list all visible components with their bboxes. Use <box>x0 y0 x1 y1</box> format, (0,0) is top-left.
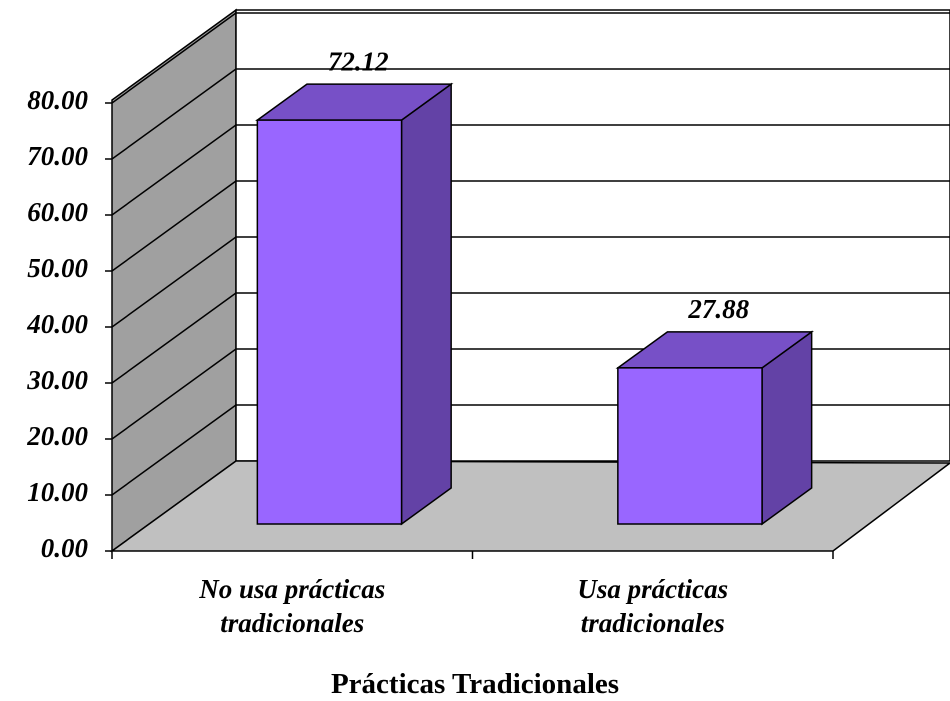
y-tick-label: 30.00 <box>26 365 88 395</box>
y-tick-label: 40.00 <box>26 309 88 339</box>
y-tick-label: 10.00 <box>27 477 88 507</box>
x-tick-label: Usa prácticas tradicionales <box>577 574 729 638</box>
bar-side <box>400 82 452 526</box>
x-tick-label: No usa prácticas tradicionales <box>199 574 386 638</box>
y-tick-label: 80.00 <box>27 85 88 115</box>
x-axis-title: Prácticas Tradicionales <box>330 668 620 700</box>
y-tick-label: 70.00 <box>27 141 88 171</box>
grid-line <box>111 12 237 104</box>
data-label: 27.88 <box>687 294 749 324</box>
floor <box>109 460 950 552</box>
grid-line <box>111 292 237 384</box>
bar <box>617 367 763 525</box>
y-tick-label: 20.00 <box>26 421 88 451</box>
bar <box>256 119 403 525</box>
grid-line <box>111 236 237 328</box>
y-tick-label: 0.00 <box>41 533 89 563</box>
y-tick-label: 50.00 <box>27 253 88 283</box>
grid-line <box>111 404 237 496</box>
grid-line <box>111 348 237 440</box>
grid-line <box>111 180 237 272</box>
grid-line <box>111 124 237 216</box>
data-label: 72.12 <box>328 46 389 76</box>
grid-line <box>111 68 237 160</box>
y-tick-label: 60.00 <box>27 197 88 227</box>
side-wall <box>111 8 237 553</box>
